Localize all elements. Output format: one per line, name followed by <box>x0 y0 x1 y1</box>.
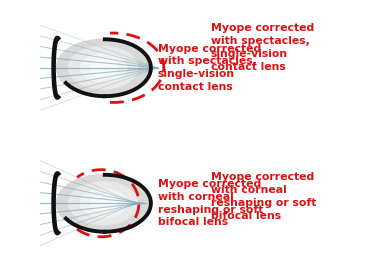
Ellipse shape <box>56 175 149 232</box>
Text: Myope corrected
with spectacles,
single-vision
contact lens: Myope corrected with spectacles, single-… <box>211 23 314 72</box>
Text: Myope corrected
with spectacles,
single-vision
contact lens: Myope corrected with spectacles, single-… <box>158 44 261 92</box>
Ellipse shape <box>90 59 118 76</box>
Ellipse shape <box>68 182 138 225</box>
Ellipse shape <box>56 39 149 96</box>
Text: Myope corrected
with corneal
reshaping or soft
bifocal lens: Myope corrected with corneal reshaping o… <box>211 172 316 221</box>
Ellipse shape <box>68 46 138 89</box>
Ellipse shape <box>81 54 127 82</box>
Ellipse shape <box>81 189 127 217</box>
Text: Myope corrected
with corneal
reshaping or soft
bifocal lens: Myope corrected with corneal reshaping o… <box>158 179 263 227</box>
Ellipse shape <box>90 195 118 212</box>
